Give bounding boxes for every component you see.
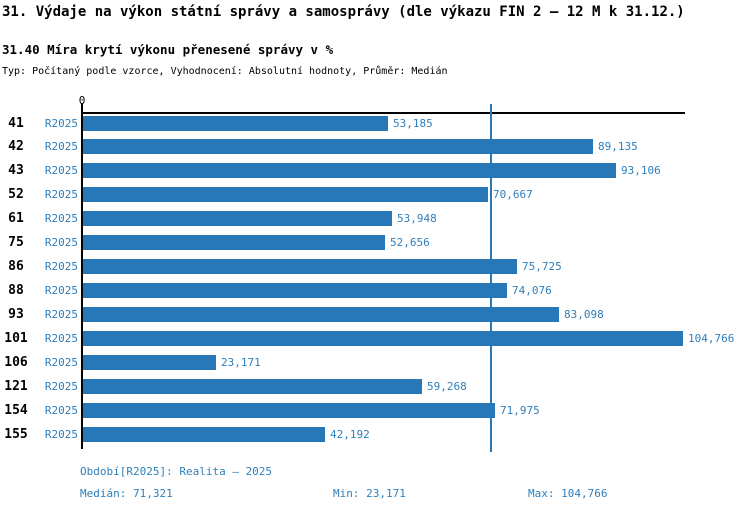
bar-value-label: 70,667: [493, 188, 533, 201]
y-axis-line: [81, 103, 83, 449]
bar-154: [83, 403, 495, 418]
bar-43: [83, 163, 616, 178]
bar-value-label: 52,656: [390, 236, 430, 249]
bar-value-label: 89,135: [598, 140, 638, 153]
row-series-label: R2025: [44, 404, 78, 417]
chart-title: 31.40 Míra krytí výkonu přenesené správy…: [2, 42, 334, 57]
min-stat-label: Min:: [333, 487, 360, 500]
max-stat-value: 104,766: [561, 487, 608, 500]
row-series-label: R2025: [44, 380, 78, 393]
bar-86: [83, 259, 517, 274]
row-category-label: 154: [4, 403, 28, 418]
bar-value-label: 74,076: [512, 284, 552, 297]
row-series-label: R2025: [44, 164, 78, 177]
bar-42: [83, 139, 593, 154]
row-series-label: R2025: [44, 308, 78, 321]
bar-value-label: 83,098: [564, 308, 604, 321]
median-stat: Medián: 71,321: [80, 487, 173, 500]
bar-value-label: 59,268: [427, 380, 467, 393]
bar-41: [83, 116, 388, 131]
row-series-label: R2025: [44, 284, 78, 297]
bar-value-label: 23,171: [221, 356, 261, 369]
chart-meta-line: Typ: Počítaný podle vzorce, Vyhodnocení:…: [2, 66, 448, 77]
bar-61: [83, 211, 392, 226]
row-series-label: R2025: [44, 140, 78, 153]
bar-value-label: 42,192: [330, 428, 370, 441]
median-stat-label: Medián:: [80, 487, 127, 500]
x-axis-line: [81, 112, 685, 114]
median-stat-value: 71,321: [132, 487, 173, 500]
bar-value-label: 93,106: [621, 164, 661, 177]
x-axis-origin-label: 0: [78, 94, 86, 107]
row-series-label: R2025: [44, 117, 78, 130]
row-series-label: R2025: [44, 332, 78, 345]
row-category-label: 52: [8, 187, 24, 202]
bar-value-label: 53,185: [393, 117, 433, 130]
row-category-label: 101: [4, 331, 28, 346]
min-stat: Min: 23,171: [333, 487, 406, 500]
row-series-label: R2025: [44, 428, 78, 441]
bar-value-label: 71,975: [500, 404, 540, 417]
bar-93: [83, 307, 559, 322]
row-series-label: R2025: [44, 356, 78, 369]
row-series-label: R2025: [44, 260, 78, 273]
row-category-label: 41: [8, 116, 24, 131]
max-stat-label: Max:: [528, 487, 555, 500]
bar-75: [83, 235, 385, 250]
bar-88: [83, 283, 507, 298]
page-title: 31. Výdaje na výkon státní správy a samo…: [2, 4, 685, 20]
bar-value-label: 75,725: [522, 260, 562, 273]
row-category-label: 61: [8, 211, 24, 226]
max-stat: Max: 104,766: [528, 487, 607, 500]
row-category-label: 121: [4, 379, 28, 394]
bar-155: [83, 427, 325, 442]
bar-chart: 0 41 R2025 53,185 42 R2025 89,135 43 R2025 93,10…: [0, 88, 750, 458]
median-reference-line: [490, 104, 492, 452]
bar-value-label: 104,766: [688, 332, 735, 345]
legend-period-label: Období[R2025]: Realita – 2025: [80, 465, 273, 478]
row-series-label: R2025: [44, 212, 78, 225]
row-category-label: 88: [8, 283, 24, 298]
row-category-label: 86: [8, 259, 24, 274]
bar-value-label: 53,948: [397, 212, 437, 225]
row-series-label: R2025: [44, 188, 78, 201]
row-category-label: 75: [8, 235, 24, 250]
bar-52: [83, 187, 488, 202]
bar-106: [83, 355, 216, 370]
bar-121: [83, 379, 422, 394]
row-category-label: 155: [4, 427, 28, 442]
row-series-label: R2025: [44, 236, 78, 249]
row-category-label: 43: [8, 163, 24, 178]
row-category-label: 42: [8, 139, 24, 154]
row-category-label: 93: [8, 307, 24, 322]
min-stat-value: 23,171: [366, 487, 406, 500]
row-category-label: 106: [4, 355, 28, 370]
bar-101: [83, 331, 683, 346]
